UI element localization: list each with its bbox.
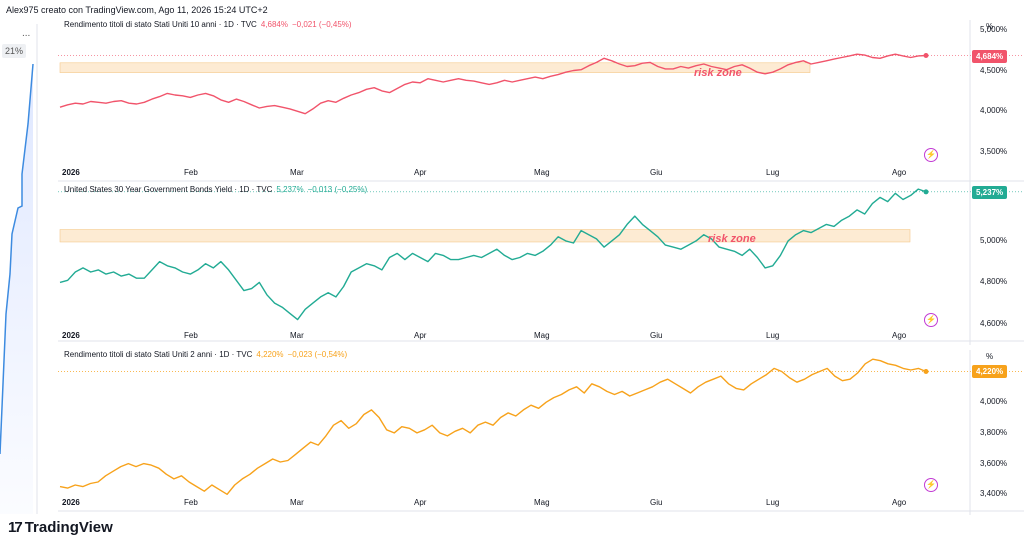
series-title[interactable]: United States 30 Year Government Bonds Y…: [64, 185, 367, 194]
y-tick-label: 3,500%: [980, 147, 1008, 157]
x-tick-label: 2026: [62, 168, 80, 177]
brand-name: TradingView: [24, 519, 113, 536]
x-tick-label: Lug: [766, 498, 780, 507]
x-tick-label: Mag: [534, 331, 550, 340]
chart-svg-2: [58, 185, 1024, 345]
y-tick-label: 4,000%: [980, 106, 1008, 116]
chart-svg-1: [58, 20, 1024, 185]
x-tick-label: Mar: [290, 168, 304, 177]
x-tick-label: Feb: [184, 168, 198, 177]
x-tick-label: Mag: [534, 498, 550, 507]
series-line: [59, 358, 927, 496]
series-title[interactable]: Rendimento titoli di stato Stati Uniti 2…: [64, 350, 347, 359]
last-point: [923, 53, 929, 59]
series-line: [59, 53, 927, 115]
series-value: 4,684%: [260, 20, 288, 29]
left-dots: ...: [22, 28, 31, 39]
x-tick-label: 2026: [62, 498, 80, 507]
left-pct-badge: 21%: [2, 44, 27, 58]
y-tick-label: 5,000%: [980, 24, 1008, 34]
last-value-badge: 4,684%: [972, 49, 1008, 63]
x-tick-label: Apr: [414, 168, 427, 177]
risk-zone-label: risk zone: [694, 67, 742, 79]
y-tick-label: 3,800%: [980, 427, 1008, 437]
x-tick-label: 2026: [62, 331, 80, 340]
y-tick-label: 5,000%: [980, 235, 1008, 245]
chart-header: Alex975 creato con TradingView.com, Ago …: [6, 5, 268, 15]
last-value-badge: 5,237%: [972, 185, 1008, 199]
x-tick-label: Apr: [414, 498, 427, 507]
x-tick-label: Ago: [892, 168, 907, 177]
chart-panel-3[interactable]: Rendimento titoli di stato Stati Uniti 2…: [58, 350, 1024, 515]
logo-mark-icon: 17: [8, 519, 23, 536]
series-name: United States 30 Year Government Bonds Y…: [64, 185, 273, 194]
y-tick-label: 3,600%: [980, 458, 1008, 468]
x-tick-label: Ago: [892, 331, 907, 340]
tradingview-logo: 17 TradingView: [8, 519, 113, 536]
series-line: [59, 188, 927, 321]
y-tick-label: 4,800%: [980, 277, 1008, 287]
x-tick-label: Giu: [650, 168, 663, 177]
chart-panel-2[interactable]: United States 30 Year Government Bonds Y…: [58, 185, 1024, 345]
lightning-icon[interactable]: ⚡: [924, 148, 938, 162]
series-value: 5,237%: [276, 185, 304, 194]
unit-label: %: [986, 22, 994, 31]
last-point: [923, 368, 929, 374]
series-name: Rendimento titoli di stato Stati Uniti 2…: [64, 350, 253, 359]
unit-label: %: [986, 352, 994, 361]
series-name: Rendimento titoli di stato Stati Uniti 1…: [64, 20, 257, 29]
series-title[interactable]: Rendimento titoli di stato Stati Uniti 1…: [64, 20, 352, 29]
x-tick-label: Ago: [892, 498, 907, 507]
left-mini-chart: ... 21% 2026: [0, 24, 57, 514]
left-mini-line: [0, 24, 38, 514]
risk-zone-label: risk zone: [708, 233, 756, 245]
last-value-badge: 4,220%: [972, 365, 1008, 379]
chart-svg-3: [58, 350, 1024, 515]
series-change: −0,021 (−0,45%): [291, 20, 352, 29]
x-tick-label: Giu: [650, 498, 663, 507]
x-tick-label: Lug: [766, 168, 780, 177]
x-tick-label: Giu: [650, 331, 663, 340]
x-tick-label: Feb: [184, 331, 198, 340]
y-tick-label: 4,000%: [980, 397, 1008, 407]
y-tick-label: 4,500%: [980, 65, 1008, 75]
risk-zone-rect: [59, 62, 811, 73]
risk-zone-rect: [59, 229, 911, 243]
lightning-icon[interactable]: ⚡: [924, 478, 938, 492]
chart-panel-1[interactable]: Rendimento titoli di stato Stati Uniti 1…: [58, 20, 1024, 185]
lightning-icon[interactable]: ⚡: [924, 313, 938, 327]
x-tick-label: Apr: [414, 331, 427, 340]
last-point: [923, 189, 929, 195]
y-tick-label: 3,400%: [980, 489, 1008, 499]
series-value: 4,220%: [256, 350, 284, 359]
x-tick-label: Lug: [766, 331, 780, 340]
x-tick-label: Feb: [184, 498, 198, 507]
x-tick-label: Mar: [290, 331, 304, 340]
x-tick-label: Mar: [290, 498, 304, 507]
x-tick-label: Mag: [534, 168, 550, 177]
series-change: −0,013 (−0,25%): [307, 185, 368, 194]
y-tick-label: 4,600%: [980, 318, 1008, 328]
series-change: −0,023 (−0,54%): [287, 350, 348, 359]
